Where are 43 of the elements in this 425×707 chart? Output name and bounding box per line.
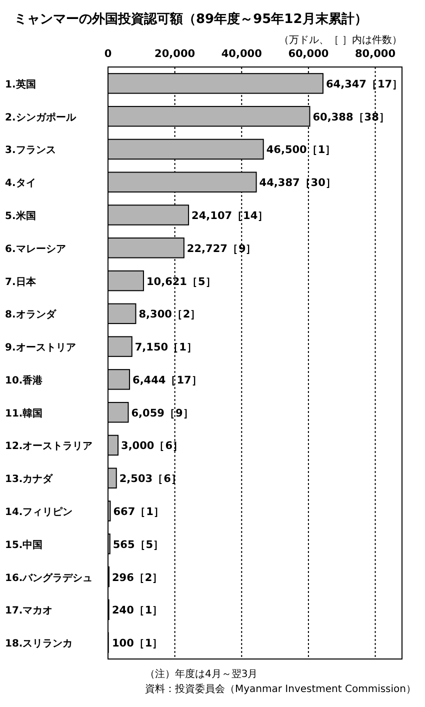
y-tick-label: 7.日本 [5, 276, 37, 288]
data-label: 46,500［1］ [266, 144, 336, 156]
y-tick-label: 13.カナダ [5, 473, 54, 486]
data-label: 6,059［9］ [131, 407, 194, 420]
y-tick-label: 2.シンガポール [5, 112, 77, 124]
data-label: 3,000［6］ [121, 440, 184, 452]
data-label: 24,107［14］ [192, 210, 269, 222]
data-label: 7,150［1］ [134, 342, 198, 354]
data-label: 2,503［6］ [119, 473, 182, 486]
data-label: 565［5］ [112, 538, 164, 551]
text: 資料：投資委員会（Myanmar Investment Commission） [145, 683, 416, 695]
y-tick-label: 18.スリランカ [5, 638, 73, 650]
x-tick-label: 60,000 [288, 48, 329, 60]
y-tick-label: 17.マカオ [5, 606, 53, 617]
data-label: 100［1］ [112, 638, 164, 650]
y-tick-label: 10.香港 [5, 374, 44, 386]
data-label: 296［2］ [112, 572, 164, 584]
y-tick-label: 6.マレーシア [5, 244, 66, 255]
x-tick-label: 20,000 [154, 48, 196, 60]
data-label: 10,621［5］ [146, 276, 216, 288]
data-label: 22,727［9］ [186, 242, 257, 255]
y-tick-label: 1.英国 [5, 78, 36, 90]
y-tick-label: 9.オーストリア [5, 342, 76, 354]
y-tick-label: 16.バングラデシュ [5, 572, 93, 584]
chart-title: ミャンマーの外国投資認可額（89年度～95年12月末累計） [14, 11, 368, 27]
y-tick-label: 12.オーストラリア [5, 441, 93, 452]
y-tick-label: 3.フランス [5, 145, 56, 156]
y-tick-label: 14.フィリピン [5, 506, 73, 518]
y-tick-label: 11.韓国 [5, 407, 43, 420]
x-tick-label: 80,000 [355, 48, 396, 60]
x-tick-label: 0 [104, 48, 112, 60]
data-label: 6,444［17］ [132, 374, 202, 386]
data-label: 8,300［2］ [138, 308, 202, 321]
data-label: 667［1］ [113, 506, 164, 518]
text: （注）年度は4月～翌3月 [145, 668, 258, 680]
x-axis-title: （万ドル、［ ］内は件数） [278, 34, 402, 46]
data-label: 240［1］ [112, 604, 164, 617]
y-tick-label: 15.中国 [5, 538, 43, 551]
y-tick-label: 4.タイ [5, 178, 36, 190]
data-label: 60,388［38］ [312, 111, 390, 124]
y-tick-label: 8.オランダ [5, 308, 57, 321]
x-tick-label: 40,000 [221, 48, 262, 60]
y-tick-label: 5.米国 [5, 210, 36, 222]
